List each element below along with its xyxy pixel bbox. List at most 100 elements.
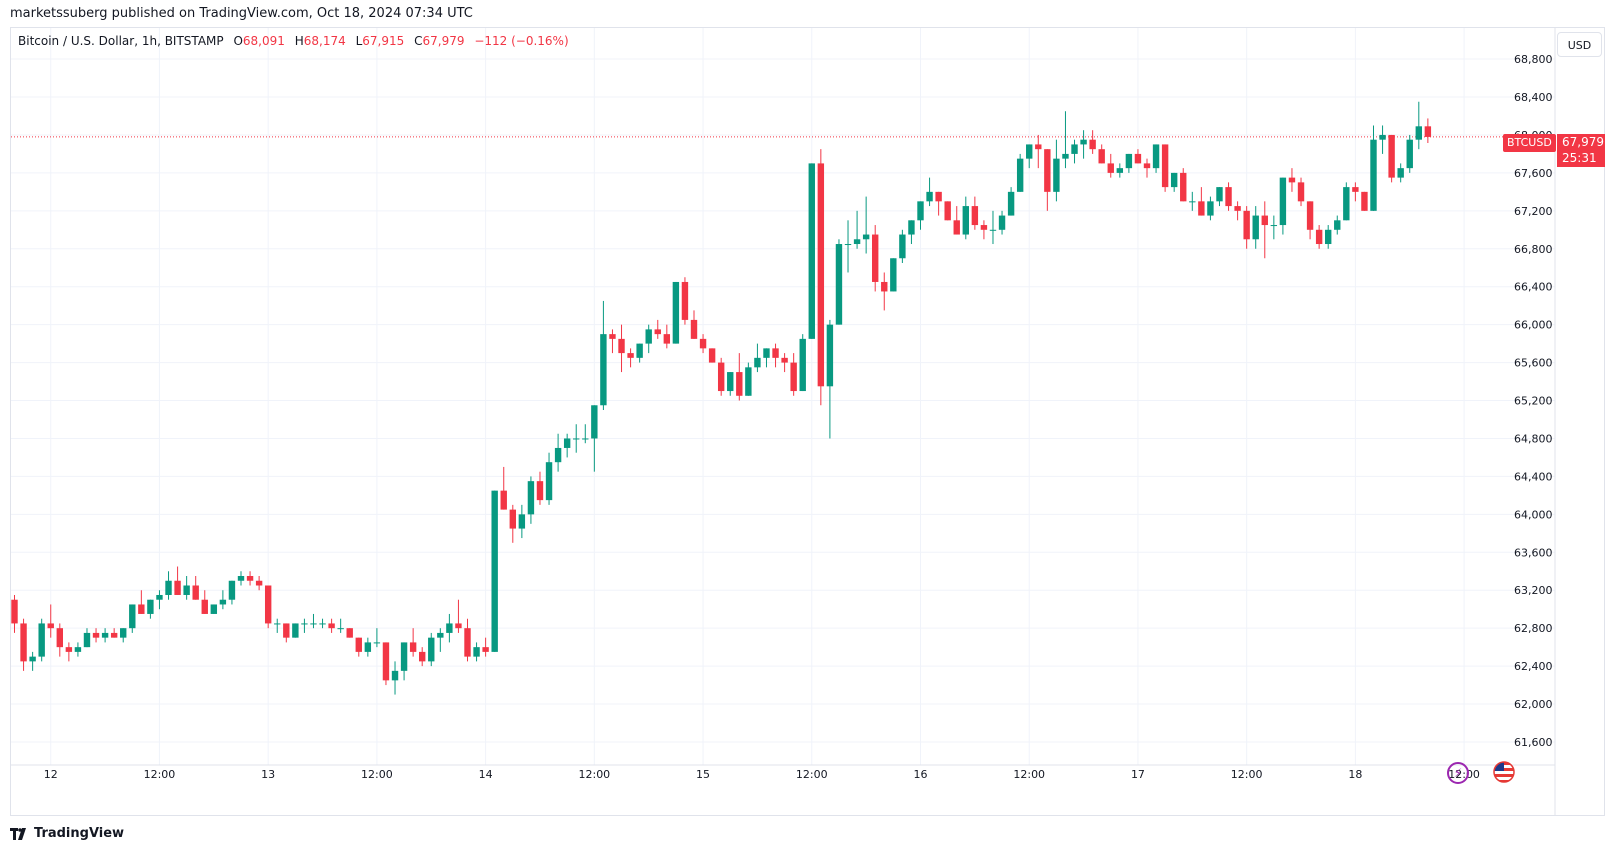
candle — [663, 324, 671, 349]
candle — [1180, 168, 1187, 202]
candle — [20, 618, 27, 671]
candle-body — [536, 481, 544, 501]
candle-body — [1243, 210, 1250, 240]
candle — [971, 196, 979, 230]
candle-body — [38, 623, 45, 657]
chart-frame[interactable] — [10, 27, 1605, 816]
candle-body — [1143, 163, 1151, 169]
price-axis[interactable]: 61,600 62,000 62,400 62,800 63,200 63,600 64,0… — [1514, 53, 1553, 749]
candle-body — [319, 623, 326, 625]
candle-body — [419, 651, 426, 662]
candle-body — [1189, 201, 1196, 203]
candle-body — [527, 481, 535, 515]
candle — [210, 604, 218, 614]
candle — [192, 576, 199, 600]
candle-body — [92, 632, 100, 638]
candle-body — [663, 334, 671, 344]
lightning-icon[interactable]: ⚡ — [1447, 762, 1469, 784]
candle-body — [926, 191, 933, 202]
candle-body — [1415, 126, 1422, 140]
candle — [708, 348, 716, 363]
candle — [681, 277, 689, 325]
candle-body — [473, 647, 480, 657]
candle — [817, 149, 825, 406]
currency-button[interactable]: USD — [1557, 32, 1602, 57]
candle — [437, 628, 444, 652]
candle-body — [554, 447, 562, 463]
time-tick-label: 12:00 — [1231, 768, 1263, 781]
candle-body — [1397, 168, 1404, 178]
candle-body — [1107, 163, 1114, 173]
candle — [591, 405, 598, 472]
candle — [400, 642, 408, 681]
candle-body — [563, 438, 571, 448]
candle — [156, 590, 163, 610]
candle-body — [56, 628, 63, 648]
symbol-title[interactable]: Bitcoin / U.S. Dollar, 1h, BITSTAMP — [18, 34, 224, 48]
candle — [899, 229, 906, 263]
candle-body — [346, 628, 353, 638]
candle — [129, 604, 136, 633]
candle — [1225, 182, 1232, 211]
candle — [1343, 182, 1350, 221]
candle — [446, 613, 453, 643]
time-tick-label: 12:00 — [1013, 768, 1045, 781]
high-value: 68,174 — [303, 34, 346, 48]
price-tick-label: 64,800 — [1514, 432, 1553, 445]
candle-body — [255, 580, 263, 586]
tradingview-logo[interactable]: TradingView — [10, 826, 124, 841]
candle-body — [491, 490, 498, 652]
candle-body — [219, 599, 227, 605]
candle-body — [1152, 144, 1160, 169]
candle — [1116, 163, 1124, 178]
candle — [29, 651, 36, 671]
candle — [609, 329, 616, 354]
candle — [917, 201, 924, 230]
candle — [582, 424, 589, 444]
price-tick-label: 65,600 — [1514, 357, 1553, 370]
candle-body — [83, 632, 91, 648]
candle-body — [618, 338, 625, 354]
price-tick-label: 63,600 — [1514, 546, 1553, 559]
candle-body — [228, 580, 236, 600]
candle-body — [328, 623, 335, 629]
candle — [228, 580, 236, 605]
candle — [1325, 225, 1332, 249]
candle — [147, 599, 154, 619]
candle-body — [264, 585, 272, 624]
candle-body — [210, 604, 218, 614]
price-tick-label: 62,400 — [1514, 660, 1553, 673]
candle — [536, 471, 544, 505]
candle — [862, 196, 870, 254]
candle-body — [989, 229, 997, 231]
candle — [563, 433, 571, 458]
high-label: H — [294, 34, 304, 48]
candle-body — [853, 239, 861, 245]
candle — [110, 628, 118, 638]
candle — [1143, 158, 1151, 178]
candle — [1007, 187, 1015, 216]
candle — [74, 642, 82, 657]
candle-body — [763, 348, 770, 358]
candle-body — [1026, 144, 1033, 159]
candle — [482, 637, 489, 657]
candle — [573, 424, 580, 453]
candle-body — [917, 201, 924, 221]
candle — [382, 642, 390, 686]
candle — [853, 210, 861, 249]
candle — [428, 632, 435, 667]
candle — [120, 628, 127, 643]
candle-body — [1062, 153, 1069, 159]
candle-body — [1170, 172, 1178, 188]
candle — [1016, 153, 1024, 192]
candle — [1107, 153, 1114, 178]
candle-body — [736, 372, 743, 396]
candle — [1288, 168, 1296, 192]
us-flag-icon[interactable] — [1493, 761, 1515, 783]
candle — [1397, 163, 1404, 183]
candle-body — [1406, 139, 1413, 169]
time-tick-label: 12:00 — [361, 768, 393, 781]
candle-body — [582, 438, 589, 440]
time-axis[interactable]: 12 12:00 13 12:00 14 12:00 15 12:00 16 12:00 17 12:… — [44, 768, 1480, 781]
